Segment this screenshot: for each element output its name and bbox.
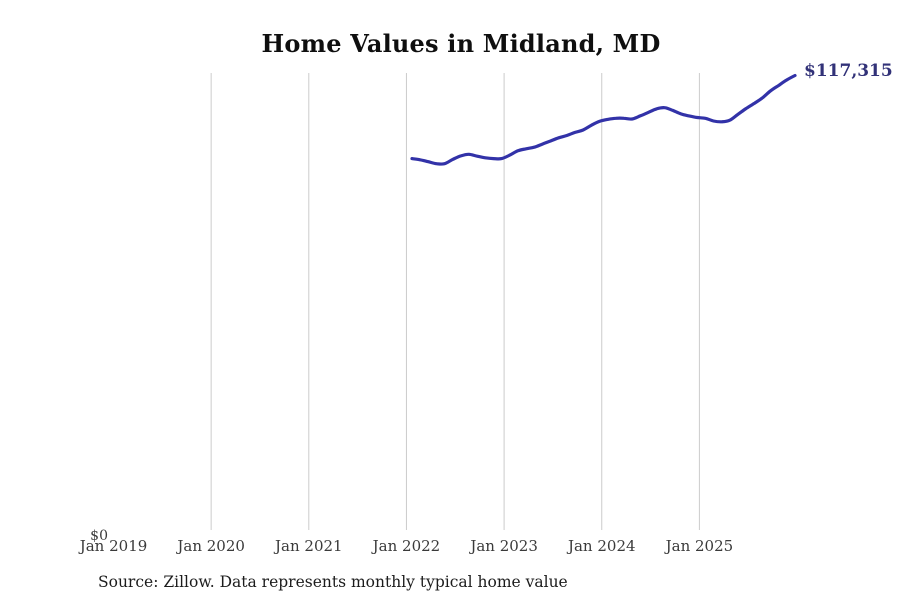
- x-tick-label-2025: Jan 2025: [665, 537, 734, 555]
- chart-title: Home Values in Midland, MD: [261, 29, 661, 58]
- source-note: Source: Zillow. Data represents monthly …: [98, 573, 568, 591]
- home-value-series-line: [410, 73, 797, 166]
- x-tick-label-2023: Jan 2023: [470, 537, 538, 555]
- x-tick-label-2022: Jan 2022: [372, 537, 441, 555]
- y-axis-zero-label: $0: [90, 528, 108, 544]
- x-tick-label-2020: Jan 2020: [177, 537, 245, 555]
- x-tick-label-2019: Jan 2019: [79, 537, 148, 555]
- x-tick-label-2024: Jan 2024: [567, 537, 636, 555]
- latest-value-label: $117,315: [804, 61, 893, 81]
- x-tick-label-2021: Jan 2021: [275, 537, 343, 555]
